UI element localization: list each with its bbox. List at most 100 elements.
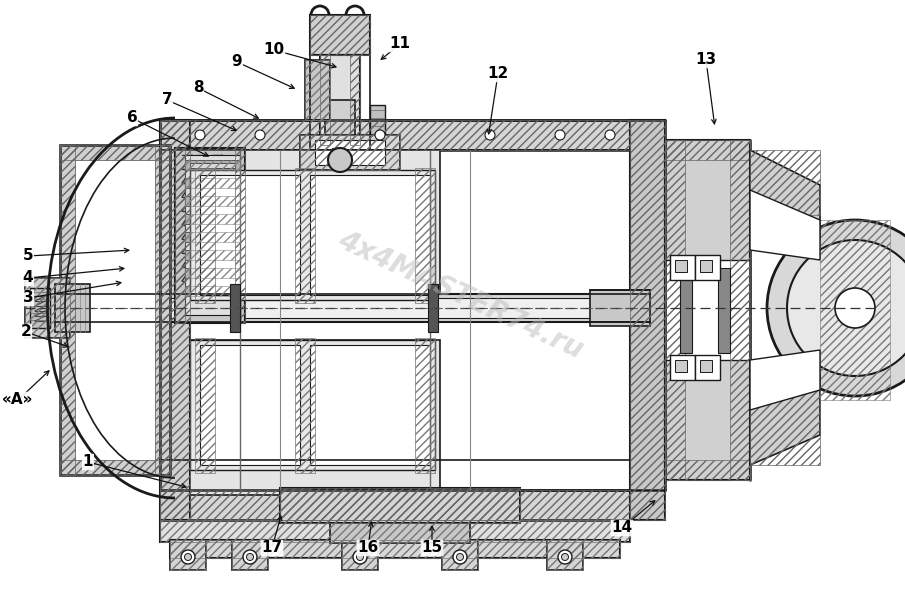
Circle shape xyxy=(375,130,385,140)
Bar xyxy=(185,178,240,188)
Text: 6: 6 xyxy=(127,110,138,125)
Bar xyxy=(160,490,630,520)
Bar xyxy=(730,140,750,480)
Bar xyxy=(415,338,435,473)
Polygon shape xyxy=(750,190,820,260)
Circle shape xyxy=(357,553,364,560)
Bar xyxy=(185,286,240,296)
Text: 14: 14 xyxy=(612,520,633,535)
Bar xyxy=(185,268,240,278)
Circle shape xyxy=(787,240,905,376)
Bar xyxy=(170,540,206,570)
Circle shape xyxy=(835,288,875,328)
Bar xyxy=(185,160,240,170)
Bar xyxy=(675,260,687,272)
Circle shape xyxy=(353,550,367,564)
Bar xyxy=(820,220,890,400)
Bar xyxy=(160,120,190,520)
Bar xyxy=(60,145,170,160)
Bar xyxy=(310,175,430,295)
Bar xyxy=(185,178,240,188)
Bar xyxy=(232,540,268,570)
Bar xyxy=(675,360,687,372)
Circle shape xyxy=(767,220,905,396)
Bar xyxy=(160,520,630,542)
Polygon shape xyxy=(750,375,820,465)
Bar xyxy=(190,253,235,258)
Bar xyxy=(310,15,370,55)
Text: 13: 13 xyxy=(695,52,717,67)
Bar xyxy=(175,148,245,323)
Bar xyxy=(190,181,235,186)
Text: 10: 10 xyxy=(263,43,284,58)
Text: 9: 9 xyxy=(232,55,243,70)
Bar xyxy=(190,289,235,294)
Circle shape xyxy=(328,148,352,172)
Bar xyxy=(185,268,240,278)
Bar xyxy=(185,214,240,224)
Text: «A»: «A» xyxy=(3,392,33,407)
Bar xyxy=(190,340,435,470)
Bar xyxy=(305,60,330,120)
Bar xyxy=(670,255,695,280)
Circle shape xyxy=(195,130,205,140)
Bar xyxy=(320,55,360,145)
Bar xyxy=(300,135,400,170)
Bar xyxy=(185,160,240,170)
Text: 11: 11 xyxy=(389,37,411,52)
Bar xyxy=(170,540,206,570)
Text: 3: 3 xyxy=(23,290,33,305)
Bar xyxy=(185,155,240,315)
Bar xyxy=(590,290,650,326)
Bar xyxy=(342,540,378,570)
Bar xyxy=(235,148,245,323)
Bar xyxy=(195,168,215,303)
Bar xyxy=(670,355,695,380)
Bar xyxy=(190,163,235,168)
Bar xyxy=(185,250,240,260)
Bar xyxy=(750,150,820,215)
Polygon shape xyxy=(750,350,820,410)
Bar xyxy=(30,288,50,328)
Bar xyxy=(60,145,75,475)
Bar xyxy=(700,260,712,272)
Text: 5: 5 xyxy=(23,248,33,263)
Bar xyxy=(750,390,820,465)
Text: 12: 12 xyxy=(488,67,509,82)
Circle shape xyxy=(185,553,192,560)
Bar xyxy=(230,284,240,332)
Bar xyxy=(280,488,520,523)
Bar xyxy=(415,168,435,303)
Bar xyxy=(332,148,340,168)
Text: 17: 17 xyxy=(262,541,282,556)
Text: 16: 16 xyxy=(357,541,378,556)
Bar xyxy=(25,278,70,338)
Bar xyxy=(185,232,240,242)
Bar xyxy=(310,15,370,55)
Text: 15: 15 xyxy=(422,541,443,556)
Bar xyxy=(190,271,235,276)
Bar xyxy=(428,284,438,332)
Bar xyxy=(190,170,435,300)
Bar xyxy=(665,460,750,480)
Bar xyxy=(300,135,400,170)
Bar xyxy=(295,168,315,303)
Bar xyxy=(185,286,240,296)
Bar xyxy=(630,120,665,520)
Circle shape xyxy=(561,553,568,560)
Bar xyxy=(55,294,645,322)
Bar xyxy=(195,338,215,473)
Circle shape xyxy=(605,130,615,140)
Polygon shape xyxy=(750,150,820,240)
Bar xyxy=(170,540,620,558)
Bar xyxy=(190,199,235,204)
Bar xyxy=(718,268,730,353)
Bar xyxy=(665,140,685,480)
Bar xyxy=(60,145,170,475)
Bar xyxy=(330,523,470,543)
Bar xyxy=(310,345,430,465)
Bar xyxy=(160,490,630,520)
Text: 4: 4 xyxy=(23,271,33,286)
Circle shape xyxy=(558,550,572,564)
Bar xyxy=(442,540,478,570)
